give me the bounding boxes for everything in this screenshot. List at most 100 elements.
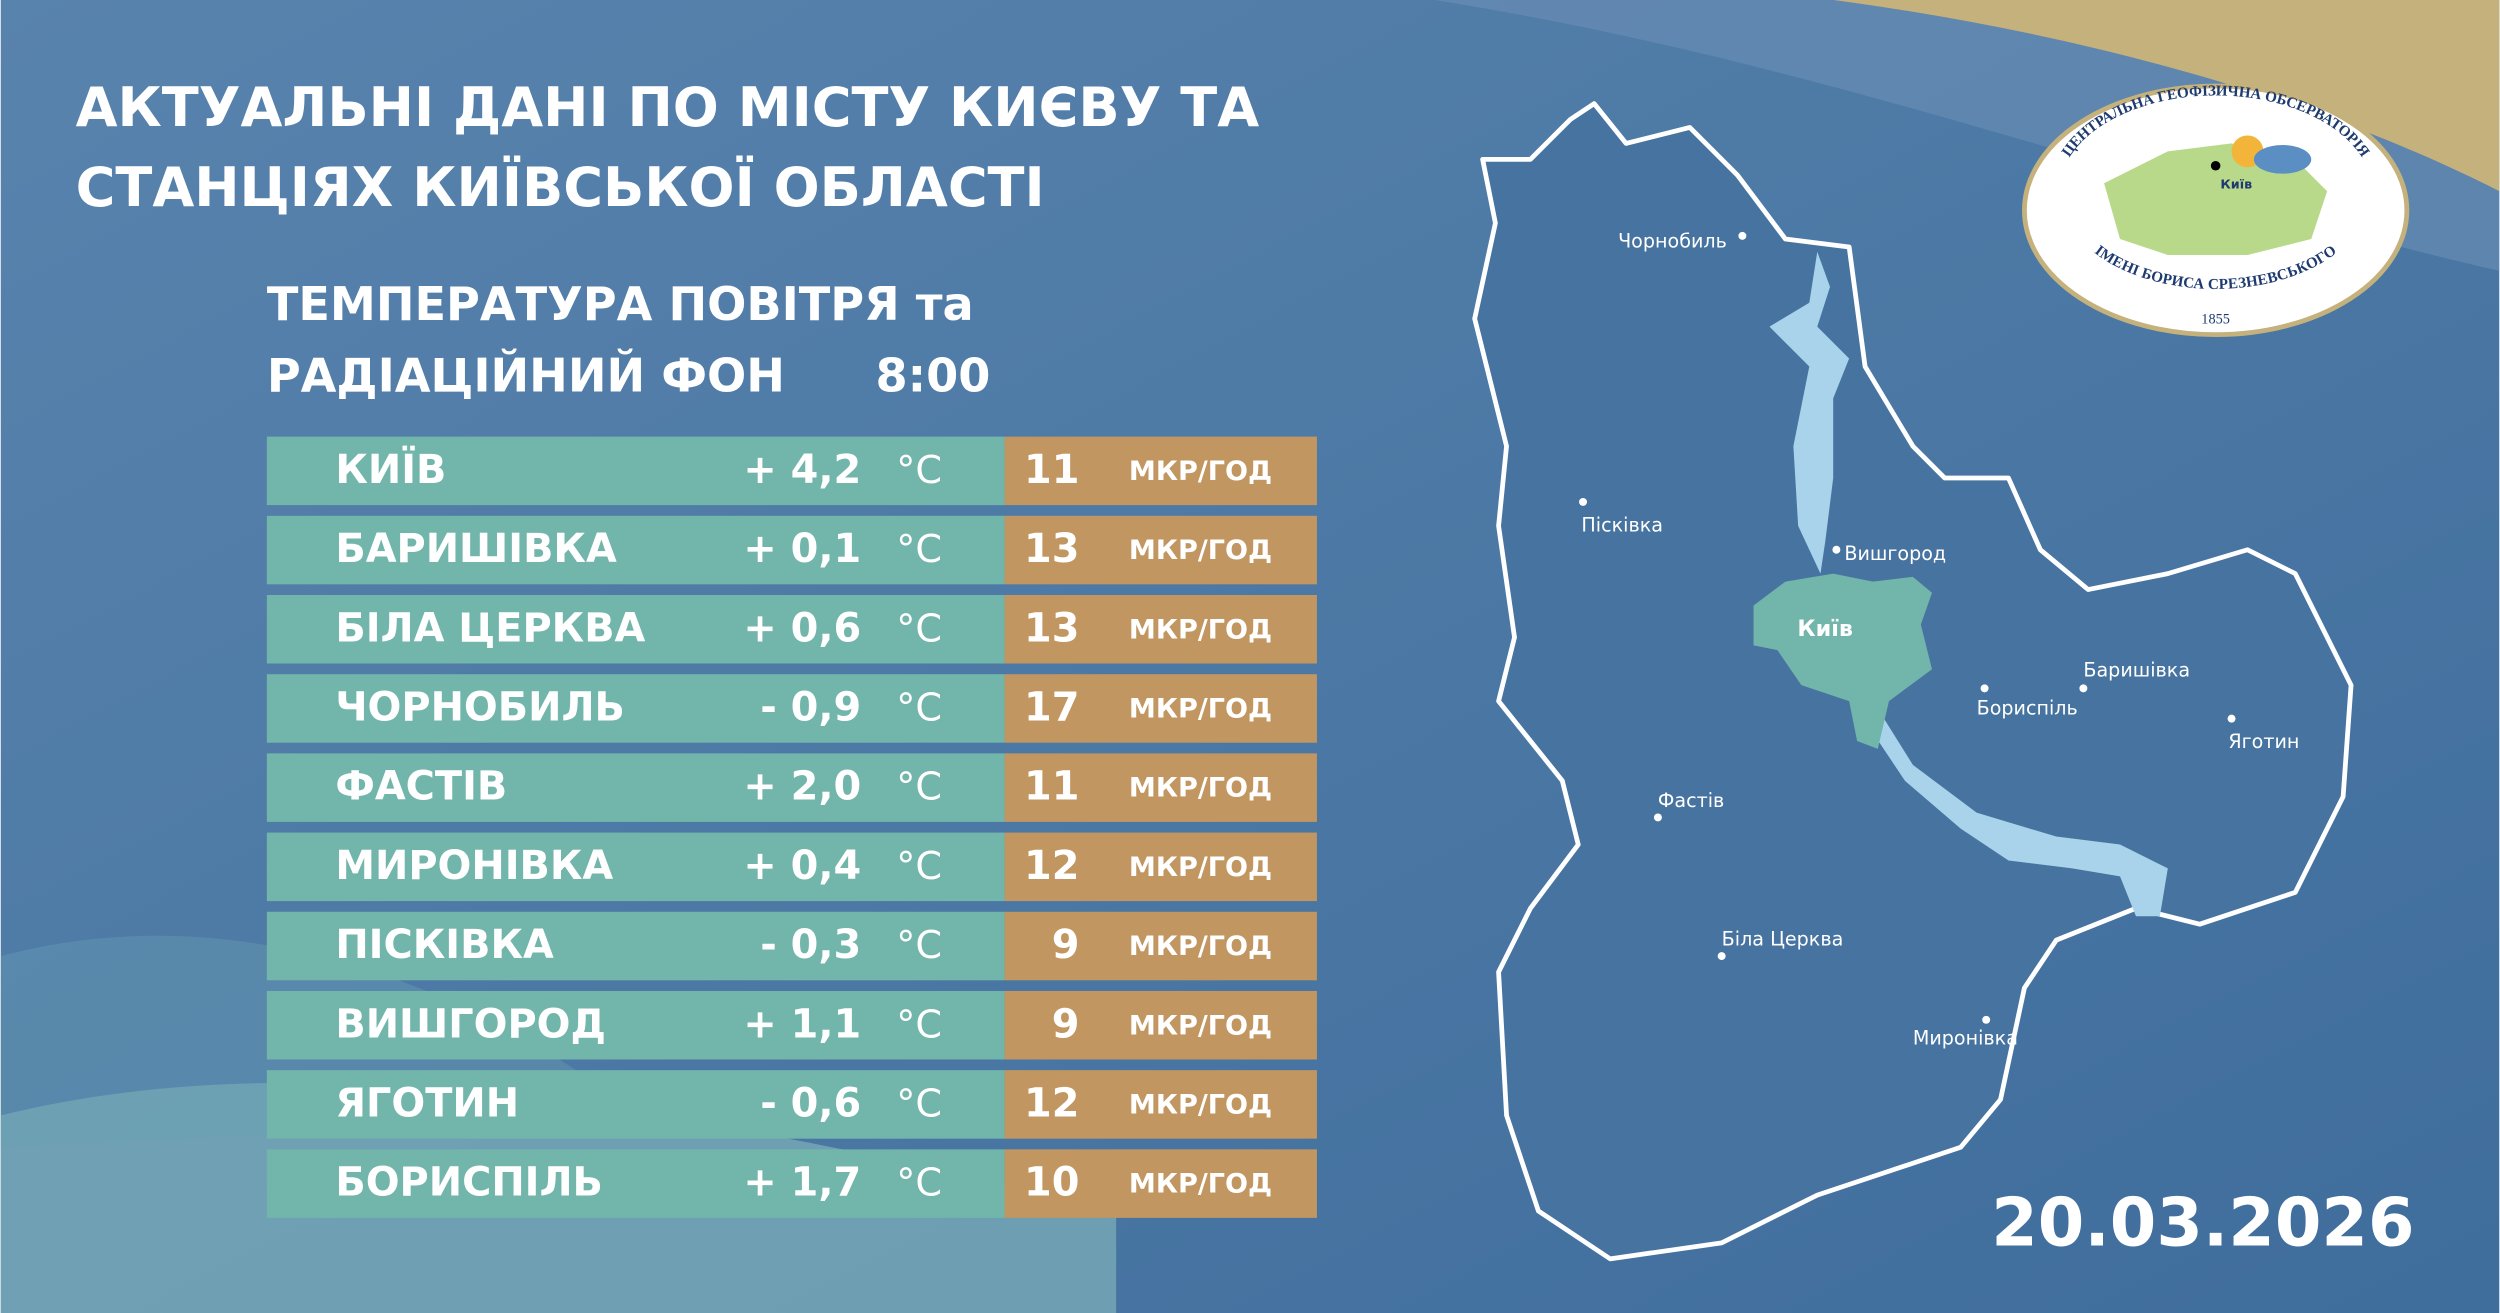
radiation: 9 <box>1052 922 1080 968</box>
rad-cell <box>1004 911 1317 981</box>
logo-cloud <box>2253 145 2312 174</box>
city-label: Миронівка <box>1913 1026 2018 1049</box>
name-cell <box>266 1149 1005 1218</box>
rad-cell <box>1004 436 1317 506</box>
station-name: БОРИСПІЛЬ <box>335 1160 603 1206</box>
radiation: 11 <box>1024 764 1079 810</box>
temp-unit: °C <box>896 687 942 731</box>
temp-unit: °C <box>896 766 942 810</box>
temperature: - 0,3 <box>760 922 861 968</box>
station-name: ВИШГОРОД <box>335 1001 606 1047</box>
radiation: 13 <box>1024 526 1079 572</box>
name-cell <box>266 436 1005 506</box>
temp-unit: °C <box>896 607 942 651</box>
subtitle: РАДІАЦІЙНИЙ ФОН <box>267 349 785 403</box>
radiation: 13 <box>1024 605 1079 651</box>
rad-cell <box>1004 674 1317 743</box>
temp-unit: °C <box>896 528 942 572</box>
kyiv-area <box>1753 573 1932 749</box>
city-dot <box>1982 1015 1991 1024</box>
radiation: 17 <box>1024 685 1079 731</box>
station-name: ФАСТІВ <box>335 764 507 810</box>
rad-cell <box>1004 515 1317 585</box>
temp-unit: °C <box>896 1083 942 1127</box>
title: АКТУАЛЬНІ ДАНІ ПО МІСТУ КИЄВУ ТА <box>76 76 1260 139</box>
name-cell <box>266 832 1005 902</box>
city-label: Фастів <box>1658 789 1724 812</box>
temperature: - 0,9 <box>760 685 861 731</box>
station-name: БАРИШІВКА <box>335 526 617 572</box>
station-name: МИРОНІВКА <box>335 843 613 889</box>
city-label: Вишгород <box>1844 542 1946 565</box>
time: 8:00 <box>876 349 991 403</box>
name-cell <box>266 674 1005 743</box>
logo: Київ ЦЕНТРАЛЬНА ГЕОФІЗИЧНА ОБСЕРВАТОРІЯ … <box>2022 83 2410 338</box>
temperature: + 0,1 <box>743 526 861 572</box>
city-dot <box>1738 231 1747 240</box>
logo-city: Київ <box>2220 177 2252 192</box>
rad-cell <box>1004 753 1317 822</box>
rad-cell <box>1004 1149 1317 1218</box>
station-name: ЧОРНОБИЛЬ <box>335 685 625 731</box>
rad-unit: МКР/ГОД <box>1129 1010 1272 1041</box>
temperature: + 0,6 <box>743 605 861 651</box>
radiation: 12 <box>1024 843 1079 889</box>
city-dot <box>1980 684 1989 693</box>
temperature: + 4,2 <box>743 447 861 493</box>
title: СТАНЦІЯХ КИЇВСЬКОЇ ОБЛАСТІ <box>76 156 1045 219</box>
city-dot <box>1832 545 1841 554</box>
date: 20.03.2026 <box>1991 1184 2414 1262</box>
name-cell <box>266 911 1005 981</box>
name-cell <box>266 1070 1005 1139</box>
temperature: + 2,0 <box>743 764 861 810</box>
temp-unit: °C <box>896 924 942 968</box>
city-dot <box>1653 813 1662 822</box>
temperature: + 0,4 <box>743 843 861 889</box>
city-dot <box>1579 497 1588 506</box>
city-label: Пісківка <box>1581 513 1663 536</box>
temp-unit: °C <box>896 1003 942 1047</box>
rad-unit: МКР/ГОД <box>1129 852 1272 883</box>
rad-cell <box>1004 1070 1317 1139</box>
name-cell <box>266 990 1005 1060</box>
rad-cell <box>1004 990 1317 1060</box>
city-label: Баришівка <box>2083 658 2190 681</box>
temperature: - 0,6 <box>760 1081 861 1127</box>
station-name: БІЛА ЦЕРКВА <box>335 605 645 651</box>
temperature: + 1,7 <box>743 1160 861 1206</box>
rad-unit: МКР/ГОД <box>1129 1169 1272 1200</box>
rad-unit: МКР/ГОД <box>1129 773 1272 804</box>
rad-unit: МКР/ГОД <box>1129 456 1272 487</box>
logo-year: 1855 <box>2201 312 2230 328</box>
subtitle: ТЕМПЕРАТУРА ПОВІТРЯ та <box>267 277 974 331</box>
city-dot <box>2227 714 2236 723</box>
station-name: ПІСКІВКА <box>335 922 554 968</box>
rad-unit: МКР/ГОД <box>1129 694 1272 725</box>
city-label: Чорнобиль <box>1618 230 1727 253</box>
temp-unit: °C <box>896 449 942 493</box>
rad-cell <box>1004 832 1317 902</box>
temp-unit: °C <box>896 845 942 889</box>
decor <box>1833 0 2500 192</box>
rad-unit: МКР/ГОД <box>1129 931 1272 962</box>
city-dot <box>1717 952 1726 961</box>
rad-unit: МКР/ГОД <box>1129 535 1272 566</box>
radiation: 9 <box>1052 1001 1080 1047</box>
city-label: Біла Церква <box>1722 928 1844 951</box>
radiation: 11 <box>1024 447 1079 493</box>
station-name: КИЇВ <box>335 446 446 493</box>
temp-unit: °C <box>896 1162 942 1206</box>
map: Київ ЧорнобильПісківкаВишгородБаришівкаБ… <box>1472 101 2354 1262</box>
name-cell <box>266 753 1005 822</box>
rad-cell <box>1004 594 1317 664</box>
radiation: 12 <box>1024 1081 1079 1127</box>
city-label: Бориспіль <box>1977 697 2078 720</box>
logo-dot <box>2210 160 2221 171</box>
temperature: + 1,1 <box>743 1001 861 1047</box>
river <box>1769 251 2168 917</box>
station-name: ЯГОТИН <box>335 1081 519 1127</box>
table: КИЇВ + 4,2 °C 11 МКР/ГОД БАРИШІВКА + 0,1 °C 13 МК… <box>266 436 1317 1218</box>
name-cell <box>266 515 1005 585</box>
